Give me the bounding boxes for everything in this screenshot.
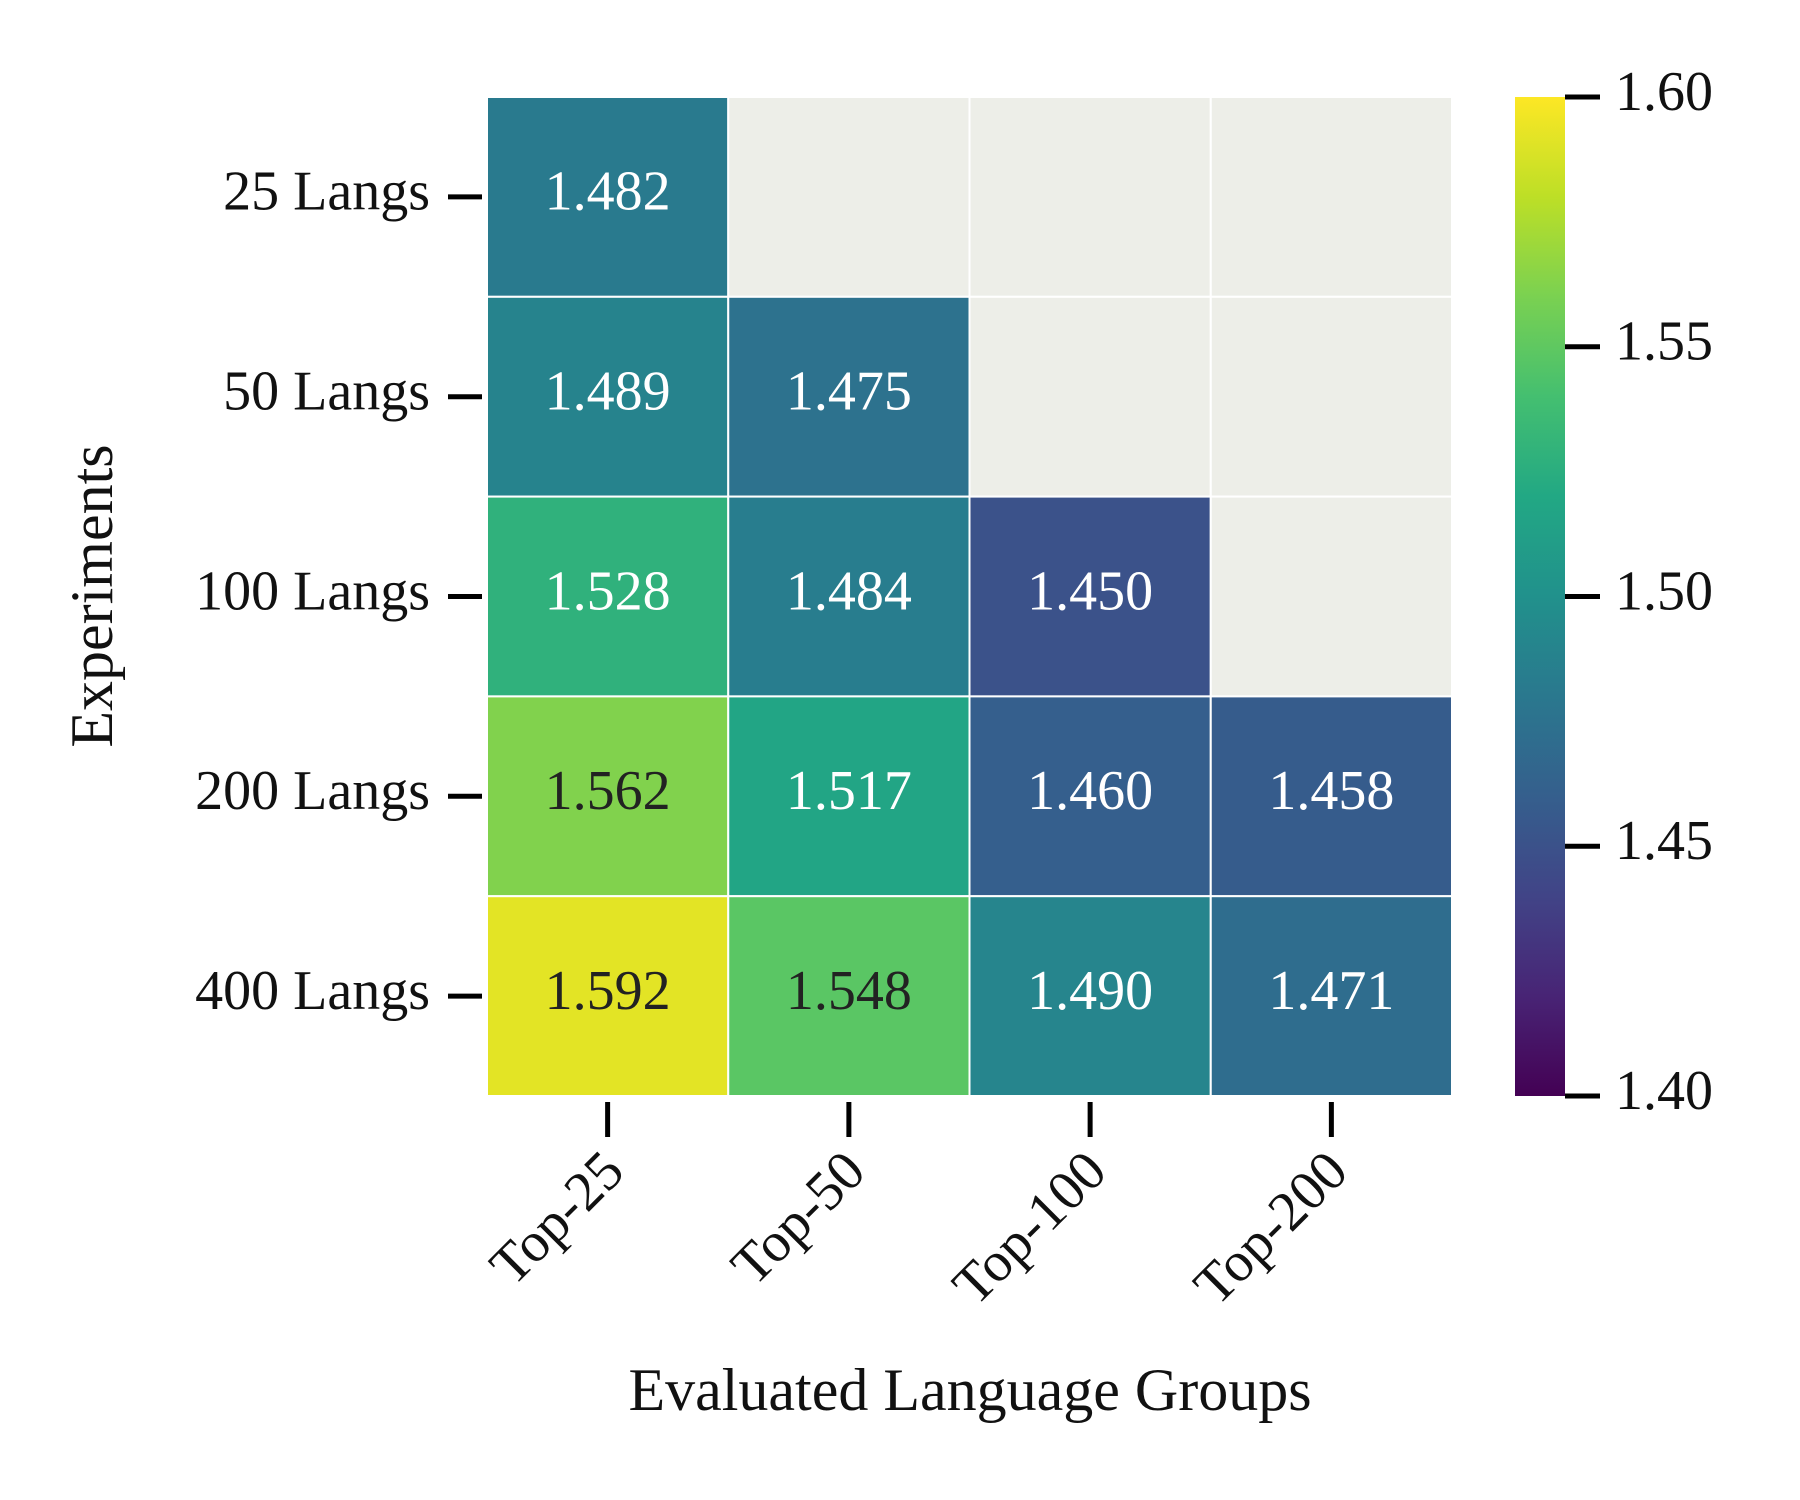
cell-label: 1.528 (545, 560, 671, 622)
cell (1209, 895, 1453, 1098)
cell-label: 1.490 (1027, 960, 1153, 1022)
y-tick-label: 25 Langs (223, 161, 430, 223)
missing-cell (727, 96, 971, 298)
cell-label: 1.489 (545, 361, 671, 423)
cell (727, 895, 971, 1098)
cell (486, 495, 730, 698)
colorbar-tick-label: 1.60 (1615, 61, 1713, 123)
colorbar-tick-label: 1.55 (1615, 311, 1713, 373)
cell-label: 1.484 (786, 560, 912, 622)
colorbar-tick-label: 1.45 (1615, 810, 1713, 872)
cell (486, 295, 730, 498)
missing-cell (1209, 495, 1453, 698)
x-tick-label: Top-200 (1182, 1139, 1359, 1316)
cell (1209, 695, 1453, 898)
y-tick-label: 100 Langs (195, 560, 430, 622)
cell (727, 495, 971, 698)
x-tick-label: Top-50 (719, 1139, 877, 1297)
cell-label: 1.450 (1027, 560, 1153, 622)
cell-label: 1.471 (1268, 960, 1394, 1022)
missing-cell (968, 96, 1212, 298)
cell-label: 1.458 (1268, 760, 1394, 822)
cell (968, 895, 1212, 1098)
missing-cell (1209, 295, 1453, 498)
colorbar-tick-label: 1.50 (1615, 560, 1713, 622)
cell (727, 695, 971, 898)
x-axis-label: Evaluated Language Groups (628, 1357, 1311, 1423)
cell-label: 1.482 (545, 161, 671, 223)
missing-cell (968, 295, 1212, 498)
missing-cell (1209, 96, 1453, 298)
y-tick-label: 400 Langs (195, 960, 430, 1022)
colorbar-tick-label: 1.40 (1615, 1060, 1713, 1122)
cell-label: 1.475 (786, 361, 912, 423)
cell-label: 1.517 (786, 760, 912, 822)
colorbar (1515, 97, 1565, 1096)
cell (727, 295, 971, 498)
cell-label: 1.460 (1027, 760, 1153, 822)
cell-label: 1.592 (545, 960, 671, 1022)
cell-label: 1.562 (545, 760, 671, 822)
x-tick-label: Top-100 (941, 1139, 1118, 1316)
cell (486, 96, 730, 298)
cell-label: 1.548 (786, 960, 912, 1022)
y-tick-label: 200 Langs (195, 760, 430, 822)
x-tick-label: Top-25 (478, 1139, 636, 1297)
y-axis-label: Experiments (59, 444, 125, 747)
y-tick-label: 50 Langs (223, 361, 430, 423)
cell (968, 495, 1212, 698)
